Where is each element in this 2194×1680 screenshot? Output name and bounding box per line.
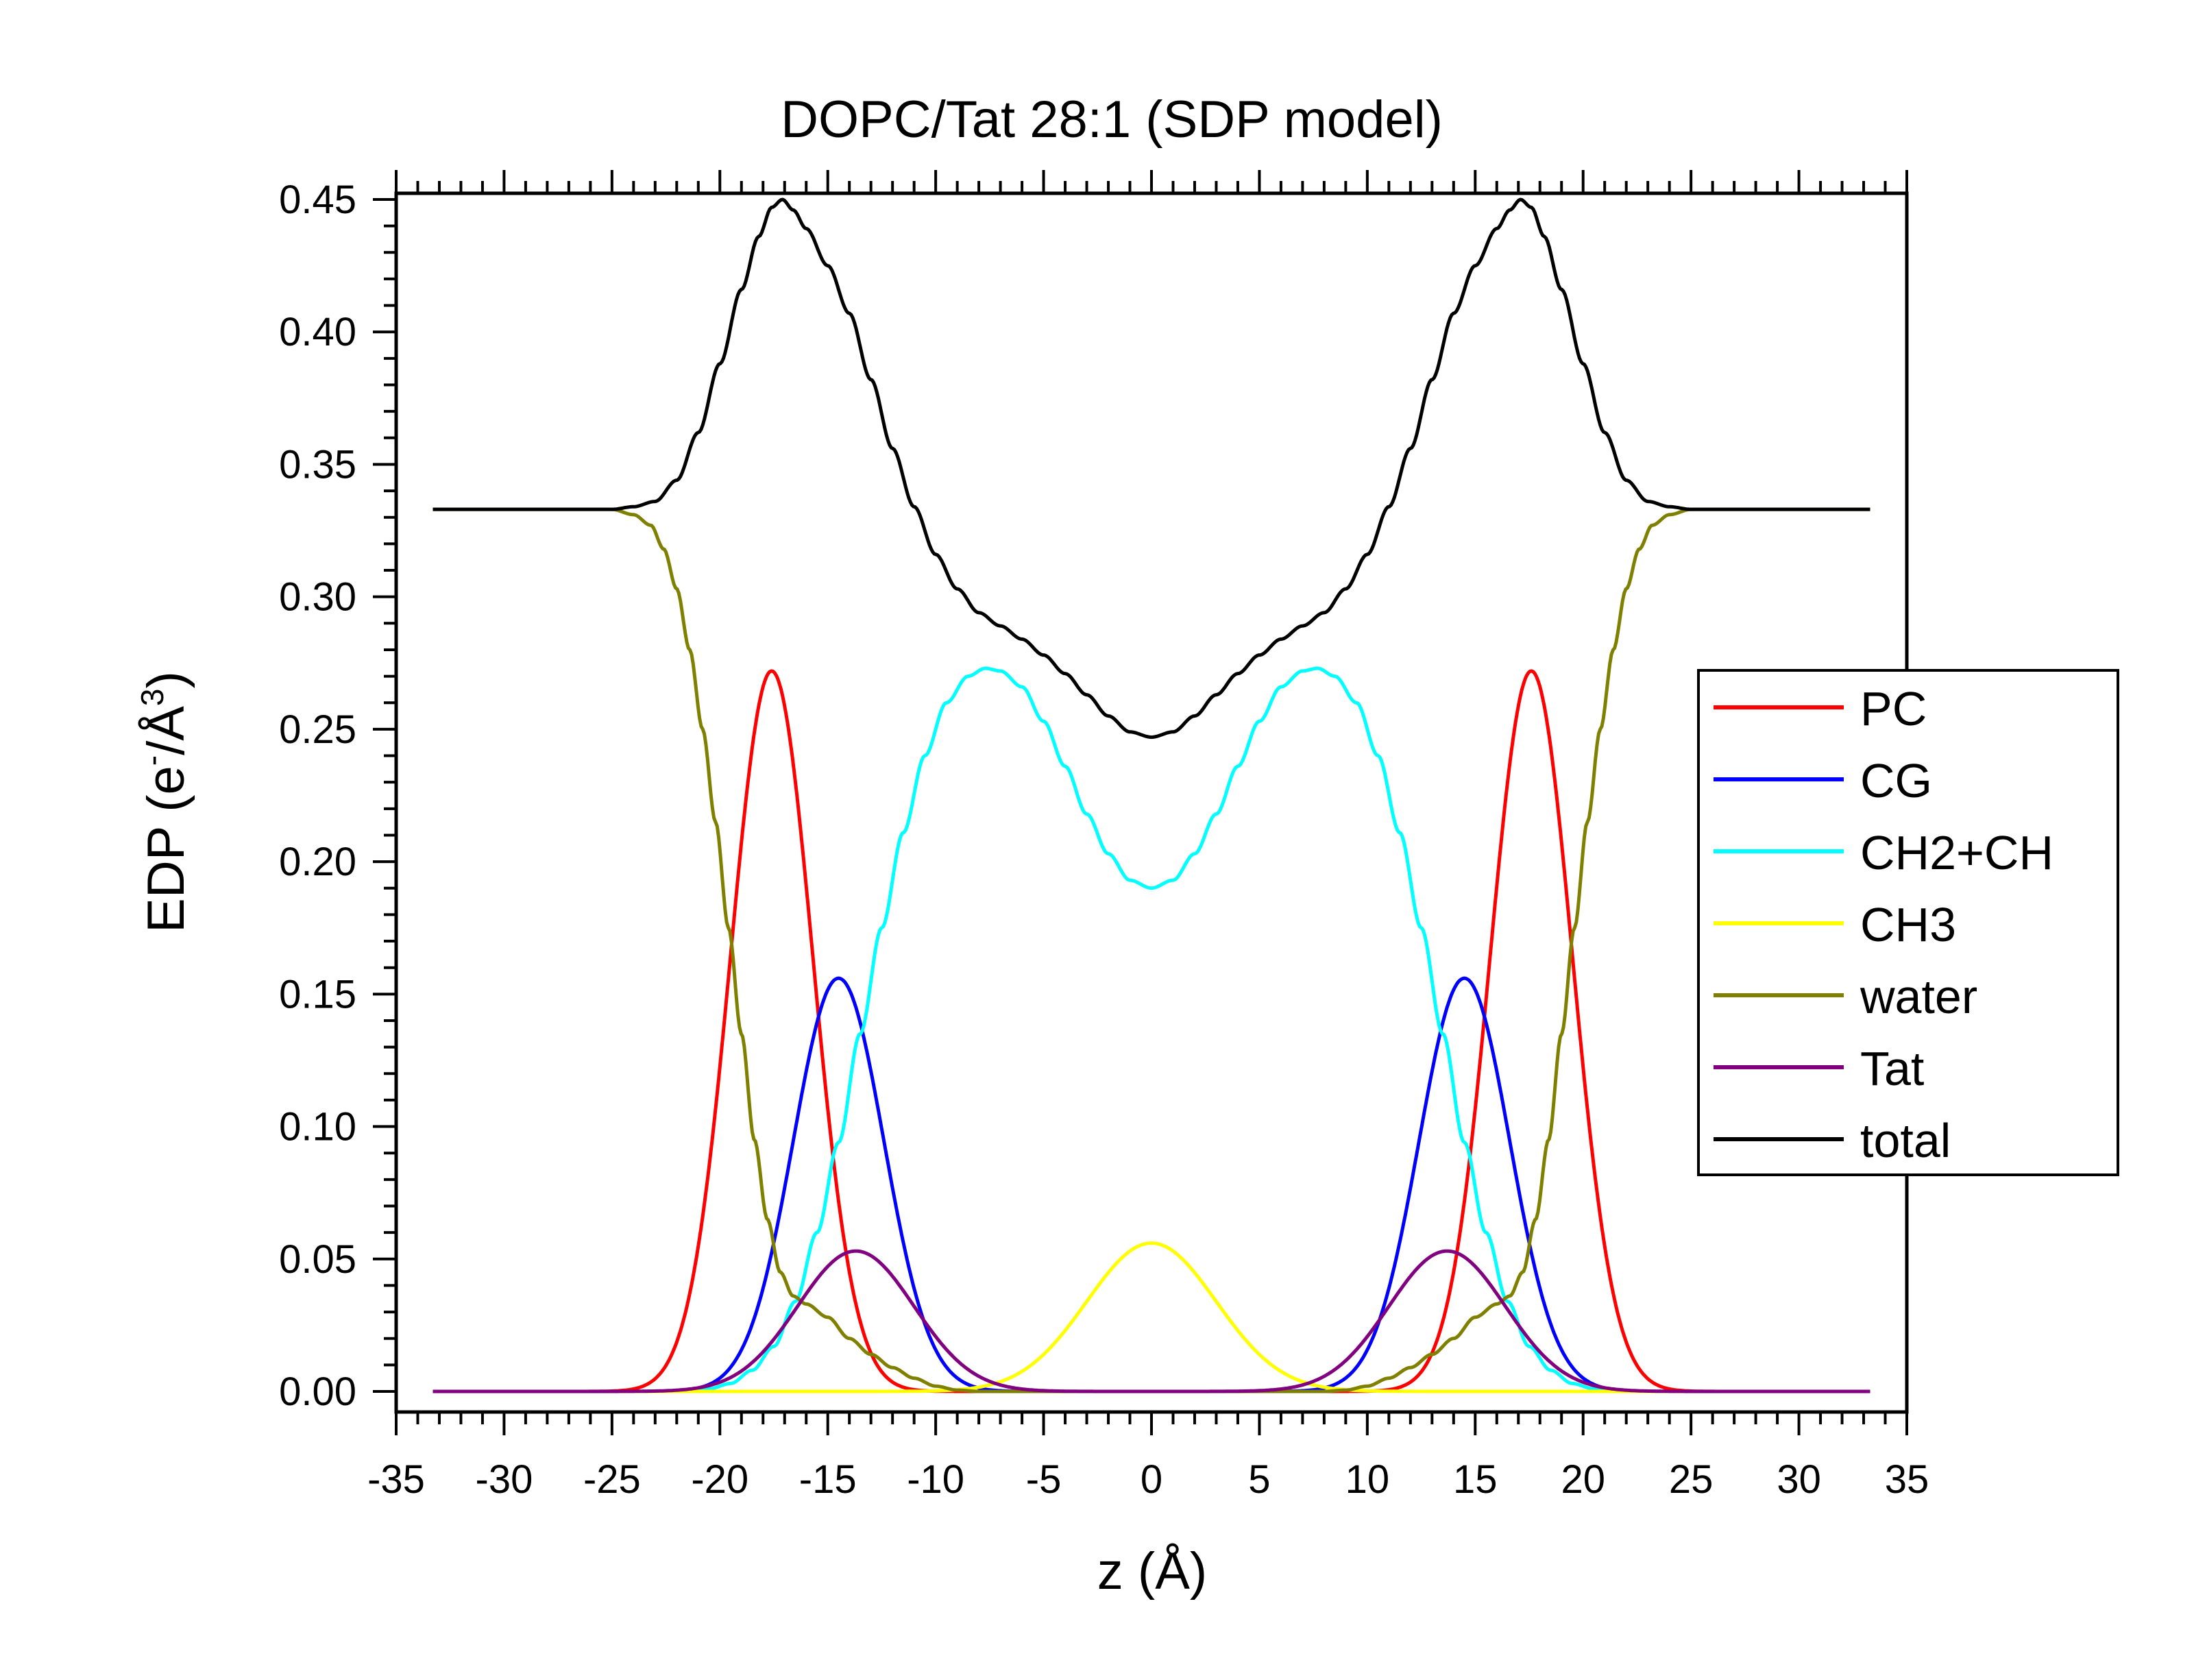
axis-ticks [373, 170, 1908, 1435]
legend-label-water: water [1860, 970, 1977, 1023]
legend: PC CG CH2+CH CH3 water Tat total [1697, 669, 2119, 1176]
y-tick-label: 0.25 [279, 707, 356, 752]
y-tick-label: 0.15 [279, 972, 356, 1016]
y-axis-label-sup1: - [134, 755, 170, 766]
legend-label-total: total [1860, 1114, 1951, 1167]
y-tick-label: 0.40 [279, 310, 356, 354]
legend-items: PC CG CH2+CH CH3 water Tat total [1714, 682, 2053, 1167]
y-tick-label: 0.10 [279, 1105, 356, 1149]
x-tick-label: 20 [1561, 1457, 1605, 1502]
x-tick-label: -10 [907, 1457, 964, 1502]
x-tick-label: -5 [1026, 1457, 1062, 1502]
y-axis-label-end: ) [137, 671, 195, 688]
legend-label-cg: CG [1860, 754, 1932, 807]
x-tick-label: -15 [799, 1457, 857, 1502]
x-tick-label: -20 [691, 1457, 748, 1502]
y-tick-label: 0.05 [279, 1237, 356, 1282]
y-tick-labels: 0.00 0.05 0.10 0.15 0.20 0.25 0.30 0.35 0.40 0.45 [279, 178, 356, 1414]
x-tick-label: 30 [1777, 1457, 1821, 1502]
x-tick-label: 0 [1141, 1457, 1162, 1502]
plot-frame [394, 191, 1909, 1414]
y-tick-label: 0.45 [279, 178, 356, 222]
series-line-ch3 [432, 1241, 1870, 1393]
series-line-pc [432, 669, 1870, 1393]
x-tick-label: -25 [583, 1457, 641, 1502]
series-line-cg [432, 976, 1870, 1393]
y-axis-label: EDP (e-/Å3) [134, 671, 195, 933]
legend-label-ch3: CH3 [1860, 898, 1956, 951]
y-tick-label: 0.35 [279, 442, 356, 487]
x-tick-label: 10 [1345, 1457, 1390, 1502]
y-tick-label: 0.30 [279, 575, 356, 620]
x-tick-label: 15 [1453, 1457, 1498, 1502]
series-line-total [432, 197, 1870, 739]
legend-label-tat: Tat [1860, 1042, 1924, 1095]
series-line-water [432, 507, 1870, 1393]
y-axis-label-sup2: 3 [134, 688, 170, 706]
x-tick-label: -35 [367, 1457, 425, 1502]
series-line-tat [432, 1249, 1870, 1393]
series-line-ch2-ch [432, 666, 1870, 1393]
y-tick-label: 0.20 [279, 840, 356, 884]
series-layer [432, 197, 1870, 1393]
y-axis-label-mid: /Å [137, 706, 195, 755]
x-tick-labels: -35 -30 -25 -20 -15 -10 -5 0 5 10 15 20 25 30 35 [367, 1457, 1929, 1502]
x-tick-label: 25 [1669, 1457, 1714, 1502]
x-axis-label: z (Å) [1097, 1542, 1207, 1600]
y-tick-label: 0.00 [279, 1369, 356, 1414]
y-axis-label-main: EDP (e [137, 766, 195, 933]
legend-label-ch2-ch: CH2+CH [1860, 826, 2053, 879]
x-tick-label: -30 [476, 1457, 533, 1502]
x-tick-label: 35 [1885, 1457, 1929, 1502]
chart-title: DOPC/Tat 28:1 (SDP model) [781, 90, 1443, 149]
legend-label-pc: PC [1860, 682, 1927, 735]
x-tick-label: 5 [1248, 1457, 1270, 1502]
